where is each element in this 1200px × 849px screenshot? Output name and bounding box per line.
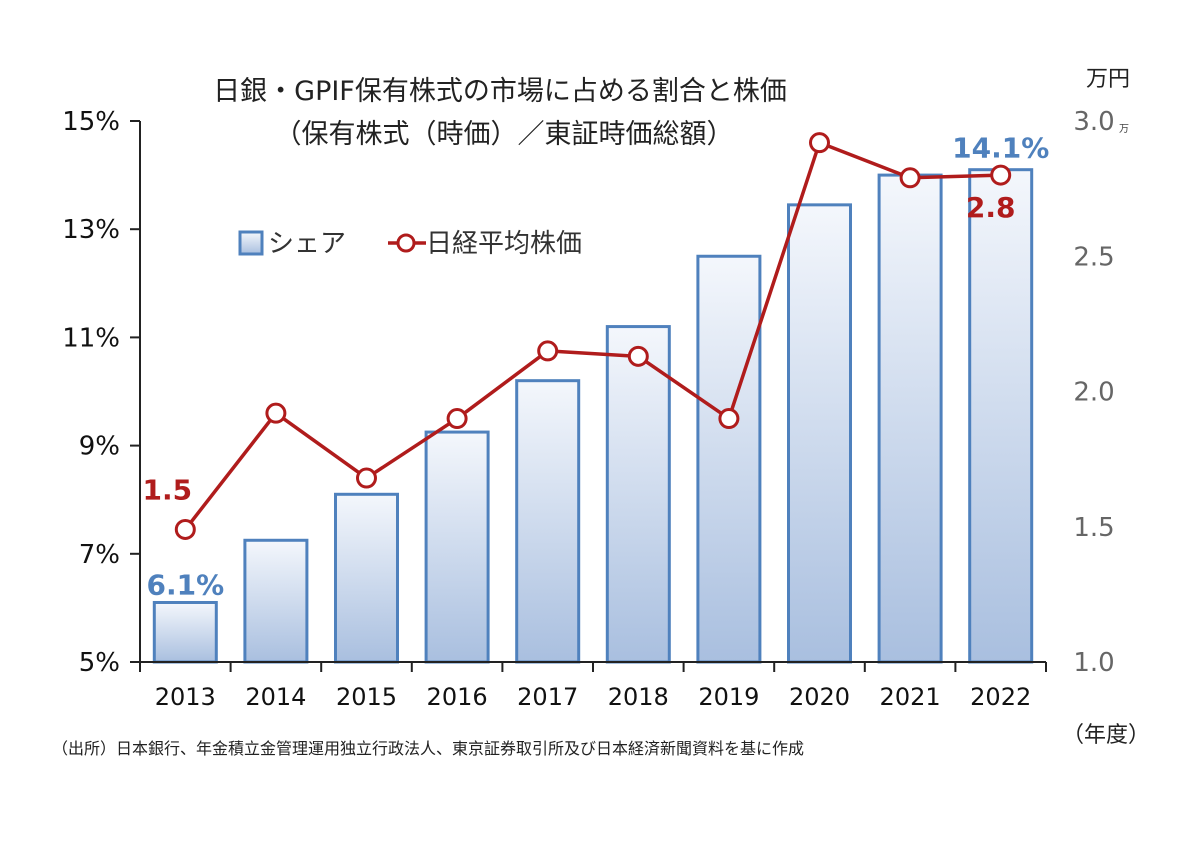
left-tick-label: 5% bbox=[79, 648, 120, 678]
x-tick-label: 2018 bbox=[608, 683, 669, 711]
nikkei-point-2020 bbox=[809, 132, 830, 154]
nikkei-line bbox=[183, 140, 1001, 531]
bar-2013 bbox=[152, 600, 218, 664]
legend-share-swatch bbox=[238, 230, 264, 256]
legend: シェア 日経平均株価 bbox=[238, 229, 582, 259]
left-tick-label: 11% bbox=[62, 323, 120, 353]
left-tick-label: 13% bbox=[62, 215, 120, 245]
right-axis-unit: 万円 bbox=[1086, 67, 1130, 92]
nikkei-point-2014 bbox=[265, 402, 287, 424]
bar-2018 bbox=[605, 325, 671, 664]
chart-subtitle: （保有株式（時価）／東証時価総額） bbox=[275, 119, 734, 150]
nikkei-point-2019 bbox=[718, 408, 740, 430]
legend-nikkei-label: 日経平均株価 bbox=[426, 229, 582, 259]
bar-label-first: 6.1% bbox=[146, 568, 224, 601]
legend-nikkei-marker bbox=[396, 233, 416, 253]
x-tick-label: 2017 bbox=[517, 683, 578, 711]
right-tick-label: 1.5 bbox=[1073, 513, 1114, 543]
bar-label-last: 14.1% bbox=[952, 132, 1049, 165]
line-label-first: 1.5 bbox=[142, 473, 192, 506]
x-tick-label: 2019 bbox=[698, 683, 759, 711]
right-axis-unit-small: 万 bbox=[1119, 124, 1129, 135]
right-tick-label: 2.0 bbox=[1073, 378, 1114, 408]
x-tick-label: 2020 bbox=[789, 683, 850, 711]
nikkei-point-2013 bbox=[174, 518, 196, 540]
bar-2016 bbox=[424, 430, 490, 664]
nikkei-point-2015 bbox=[356, 467, 377, 489]
left-tick-label: 7% bbox=[79, 540, 120, 570]
bar-2021 bbox=[877, 173, 943, 664]
nikkei-point-2021 bbox=[899, 167, 921, 189]
line-label-last: 2.8 bbox=[966, 191, 1016, 224]
labels-group: 6.1% 14.1% 1.5 2.8 bbox=[142, 132, 1049, 602]
legend-share-label: シェア bbox=[268, 229, 346, 259]
right-tick-label: 3.0 bbox=[1073, 107, 1114, 137]
x-tick-label: 2013 bbox=[155, 683, 216, 711]
right-tick-label: 1.0 bbox=[1073, 648, 1114, 678]
x-tick-label: 2021 bbox=[880, 683, 941, 711]
bars-group bbox=[152, 168, 1034, 664]
nikkei-point-2018 bbox=[627, 345, 649, 367]
bar-2015 bbox=[334, 492, 399, 664]
x-tick-label: 2016 bbox=[427, 683, 488, 711]
x-tick-label: 2014 bbox=[245, 683, 306, 711]
axes-group: 5% 7% 9% 11% 13% 15% 1.0 1.5 2.0 2.5 3.0 2013 2014 20… bbox=[62, 107, 1114, 711]
bar-2022 bbox=[968, 168, 1034, 664]
bar-2014 bbox=[243, 538, 309, 664]
chart-title: 日銀・GPIF保有株式の市場に占める割合と株価 bbox=[213, 76, 787, 107]
left-tick-label: 15% bbox=[62, 107, 120, 137]
nikkei-point-2017 bbox=[537, 340, 559, 362]
source-note: （出所）日本銀行、年金積立金管理運用独立行政法人、東京証券取引所及び日本経済新聞… bbox=[52, 739, 804, 758]
right-tick-label: 2.5 bbox=[1073, 242, 1114, 272]
bar-2019 bbox=[696, 254, 762, 664]
nikkei-point-2022 bbox=[990, 164, 1012, 186]
x-tick-label: 2015 bbox=[336, 683, 397, 711]
bar-2020 bbox=[787, 203, 852, 664]
x-tick-label: 2022 bbox=[970, 683, 1031, 711]
bar-2017 bbox=[515, 379, 581, 664]
x-axis-unit: （年度） bbox=[1062, 723, 1150, 748]
nikkei-point-2016 bbox=[446, 408, 468, 430]
line-series-group bbox=[174, 132, 1012, 540]
left-tick-label: 9% bbox=[79, 432, 120, 462]
